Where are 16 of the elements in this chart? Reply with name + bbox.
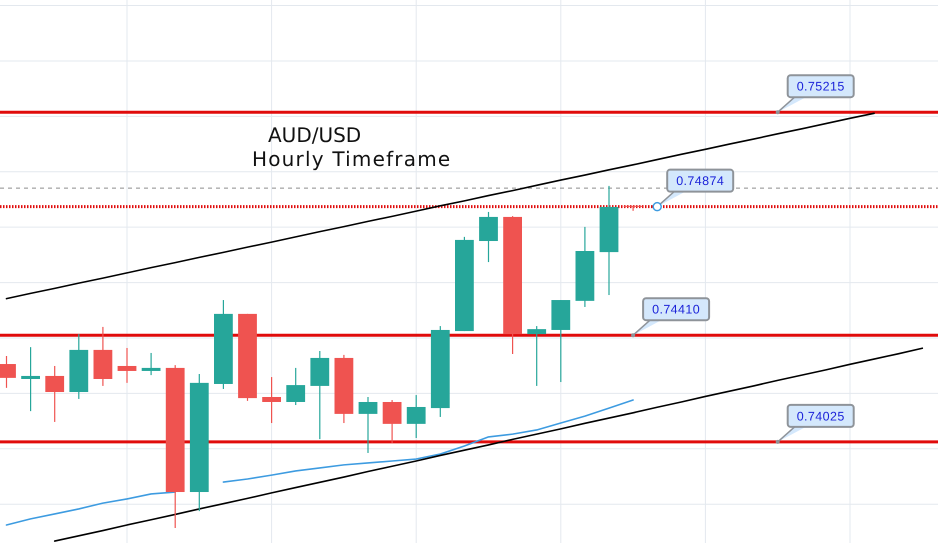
- candlestick: [118, 347, 136, 384]
- candlestick: [142, 352, 160, 376]
- candlestick: [358, 396, 378, 454]
- candlestick: [262, 376, 281, 424]
- candlestick: [286, 367, 306, 406]
- candlestick: [382, 399, 402, 444]
- candlestick: [45, 365, 64, 423]
- ref-line-label: 0.75215: [796, 80, 845, 94]
- text: AUD/USD: [268, 123, 362, 147]
- ref-line-label: 0.74410: [652, 302, 700, 317]
- candlestick: [527, 325, 546, 387]
- candlestick: [21, 346, 40, 412]
- ref-line-label: 0.74025: [796, 409, 845, 424]
- candlestick: [406, 394, 426, 439]
- text: Hourly Timeframe: [252, 147, 452, 171]
- ref-line-label: 0.74874: [676, 174, 724, 188]
